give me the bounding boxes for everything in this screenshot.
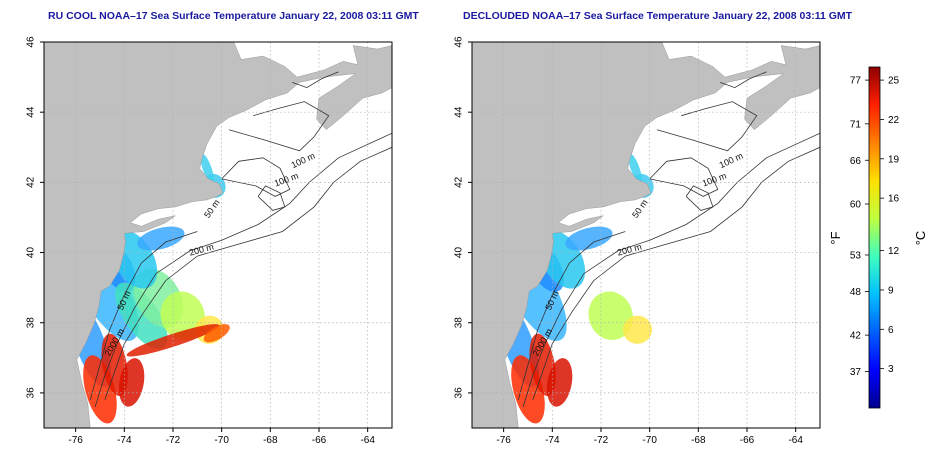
lat-tick-label: 38 bbox=[454, 317, 465, 329]
lat-tick-label: 36 bbox=[454, 387, 465, 399]
left-panel-title: RU COOL NOAA–17 Sea Surface Temperature … bbox=[48, 10, 419, 22]
lon-tick-label: -74 bbox=[545, 435, 560, 446]
fahrenheit-tick-label: 53 bbox=[850, 250, 862, 261]
celsius-tick-label: 3 bbox=[888, 364, 894, 375]
isobath-contour bbox=[104, 146, 392, 401]
lat-tick-label: 40 bbox=[454, 247, 465, 259]
celsius-tick-label: 16 bbox=[888, 194, 900, 205]
lat-tick-label: 44 bbox=[26, 106, 37, 118]
colorbar-gradient bbox=[868, 66, 881, 409]
sst-patch bbox=[588, 291, 633, 340]
lon-tick-label: -72 bbox=[166, 435, 181, 446]
lat-tick-label: 44 bbox=[454, 106, 465, 118]
isobath-contour bbox=[656, 101, 758, 152]
isobath-contour bbox=[685, 185, 714, 211]
lat-tick-label: 36 bbox=[26, 387, 37, 399]
lon-tick-label: -74 bbox=[117, 435, 132, 446]
lat-tick-label: 46 bbox=[454, 36, 465, 48]
land-mass bbox=[472, 42, 820, 428]
sst-patch bbox=[203, 324, 230, 343]
fahrenheit-tick-label: 60 bbox=[850, 199, 862, 210]
sst-patch bbox=[118, 358, 145, 407]
lat-tick-label: 38 bbox=[26, 317, 37, 329]
fahrenheit-tick-label: 66 bbox=[850, 156, 862, 167]
lon-tick-label: -70 bbox=[642, 435, 657, 446]
land-mass bbox=[44, 42, 392, 428]
celsius-tick-label: 12 bbox=[888, 246, 900, 257]
lon-tick-label: -68 bbox=[263, 435, 278, 446]
map-frame bbox=[471, 41, 821, 429]
isobath-contour bbox=[228, 101, 330, 152]
celsius-axis-label: °C bbox=[913, 231, 928, 246]
lon-tick-label: -76 bbox=[68, 435, 83, 446]
fahrenheit-tick-label: 77 bbox=[850, 76, 862, 87]
isobath-contour bbox=[94, 132, 392, 408]
isobath-contour bbox=[649, 157, 719, 197]
lat-tick-label: 42 bbox=[454, 176, 465, 188]
sst-patch bbox=[628, 153, 642, 184]
lon-tick-label: -70 bbox=[214, 435, 229, 446]
isobath-contour bbox=[292, 71, 339, 89]
fahrenheit-tick-label: 42 bbox=[850, 331, 862, 342]
lon-tick-label: -64 bbox=[360, 435, 375, 446]
celsius-tick-label: 19 bbox=[888, 154, 900, 165]
lat-tick-label: 40 bbox=[26, 247, 37, 259]
lon-tick-label: -66 bbox=[312, 435, 327, 446]
celsius-tick-label: 6 bbox=[888, 325, 894, 336]
celsius-tick-label: 25 bbox=[888, 76, 900, 87]
lon-tick-label: -76 bbox=[496, 435, 511, 446]
celsius-tick-label: 22 bbox=[888, 115, 900, 126]
lat-tick-label: 46 bbox=[26, 36, 37, 48]
fahrenheit-tick-label: 37 bbox=[850, 367, 862, 378]
map-frame bbox=[43, 41, 393, 429]
lon-tick-label: -72 bbox=[594, 435, 609, 446]
fahrenheit-tick-label: 71 bbox=[850, 119, 862, 130]
sst-patch bbox=[126, 324, 220, 357]
isobath-contour bbox=[221, 157, 291, 197]
sst-patch bbox=[137, 226, 185, 251]
sst-patch bbox=[565, 226, 613, 251]
lon-tick-label: -68 bbox=[691, 435, 706, 446]
isobath-contour bbox=[720, 71, 767, 89]
isobath-contour bbox=[522, 132, 820, 408]
isobath-contour bbox=[257, 185, 286, 211]
lon-tick-label: -64 bbox=[788, 435, 803, 446]
celsius-tick-label: 9 bbox=[888, 285, 894, 296]
fahrenheit-axis-label: °F bbox=[828, 231, 843, 244]
sst-patch bbox=[200, 153, 214, 184]
lat-tick-label: 42 bbox=[26, 176, 37, 188]
sst-patch bbox=[546, 358, 573, 407]
right-panel-title: DECLOUDED NOAA–17 Sea Surface Temperatur… bbox=[463, 10, 853, 22]
fahrenheit-tick-label: 48 bbox=[850, 287, 862, 298]
lon-tick-label: -66 bbox=[740, 435, 755, 446]
isobath-contour bbox=[532, 146, 820, 401]
